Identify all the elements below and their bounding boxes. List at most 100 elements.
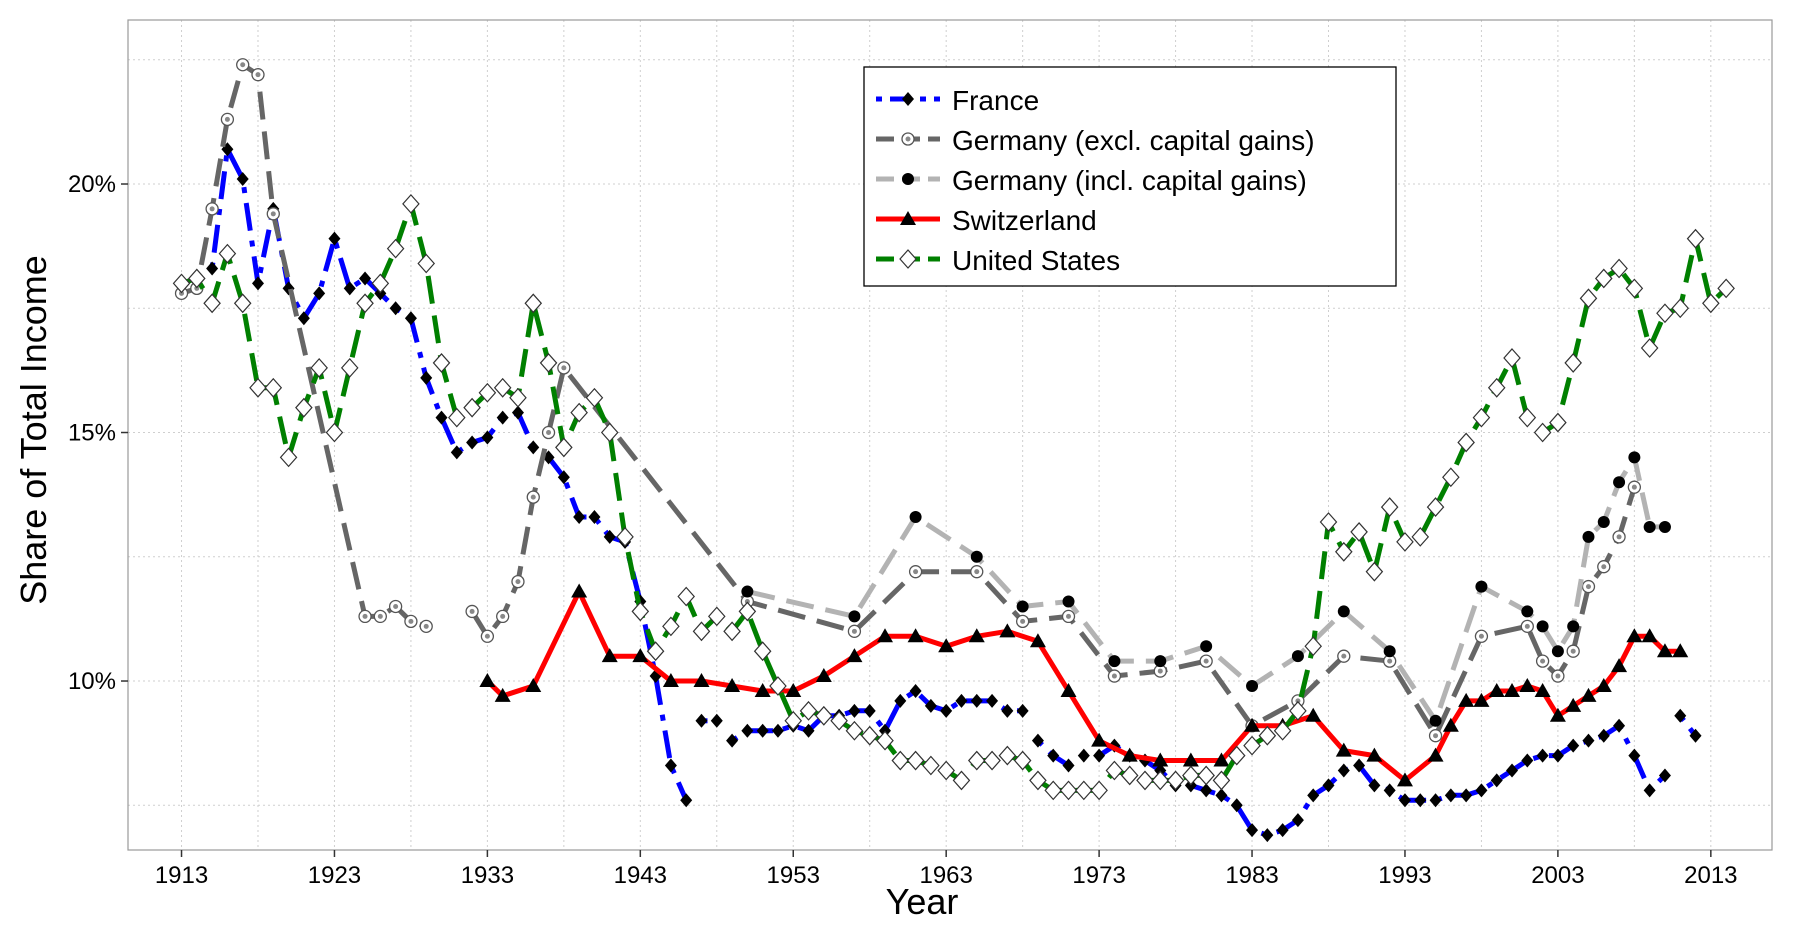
data-point-germany-excl-capital-gains — [1383, 654, 1397, 668]
data-point-united-states — [646, 641, 665, 662]
data-point-germany-excl-capital-gains — [404, 614, 418, 629]
y-tick-label: 20% — [68, 171, 116, 198]
data-point-france — [1353, 758, 1366, 773]
data-point-united-states — [295, 397, 313, 418]
data-point-france — [1674, 708, 1687, 723]
data-point-germany-excl-capital-gains — [557, 361, 571, 375]
marker-dot — [1585, 584, 1591, 590]
data-point-germany-excl-capital-gains — [373, 609, 387, 624]
data-point-switzerland — [1488, 682, 1505, 697]
data-point-germany-excl-capital-gains — [266, 207, 280, 221]
y-tick-label: 10% — [68, 668, 116, 695]
data-point-switzerland — [815, 668, 832, 683]
x-tick-label: 1943 — [614, 862, 667, 889]
data-point-france — [1001, 703, 1014, 718]
data-point-germany-excl-capital-gains — [480, 629, 495, 643]
data-point-united-states — [432, 353, 451, 373]
data-point-germany-incl-capital-gains — [1429, 714, 1442, 727]
data-point-germany-excl-capital-gains — [251, 68, 265, 82]
data-point-switzerland — [1580, 687, 1597, 702]
data-point-united-states — [371, 273, 390, 294]
marker-dot — [1157, 668, 1163, 674]
data-point-united-states — [509, 387, 527, 408]
series-germany-incl-capital-gains — [741, 451, 1671, 727]
data-point-france — [1475, 783, 1488, 798]
data-point-france — [1490, 773, 1503, 788]
data-point-france — [343, 281, 356, 296]
data-point-united-states — [723, 621, 741, 642]
x-tick-label: 2013 — [1684, 862, 1737, 889]
marker-dot — [1555, 673, 1561, 679]
legend-key-marker-france — [902, 92, 914, 106]
legend-box — [863, 66, 1397, 287]
data-point-switzerland — [999, 623, 1016, 638]
data-point-switzerland — [1458, 692, 1475, 707]
data-point-germany-incl-capital-gains — [970, 550, 983, 563]
legend-keys — [876, 92, 940, 269]
data-point-united-states — [463, 397, 481, 418]
marker-dot — [393, 603, 399, 609]
data-point-france — [573, 510, 586, 525]
data-point-france — [588, 510, 601, 525]
data-point-united-states — [600, 422, 619, 443]
data-point-france — [894, 693, 907, 708]
data-point-france — [848, 703, 861, 718]
marker-dot — [1478, 633, 1484, 639]
marker-dot — [224, 116, 230, 122]
data-point-switzerland — [1366, 747, 1383, 762]
data-point-united-states — [738, 601, 757, 622]
data-point-france — [726, 733, 739, 748]
data-point-switzerland — [1565, 697, 1582, 712]
data-point-germany-excl-capital-gains — [358, 609, 372, 624]
data-point-united-states — [845, 720, 864, 741]
data-point-germany-excl-capital-gains — [1061, 609, 1076, 624]
data-point-france — [1276, 823, 1289, 838]
data-point-france — [1200, 783, 1213, 798]
x-tick-label: 1983 — [1225, 862, 1278, 889]
data-point-france — [1429, 793, 1442, 808]
data-point-united-states — [1059, 780, 1078, 801]
data-point-france — [481, 430, 494, 445]
data-point-united-states — [1105, 760, 1124, 781]
data-point-germany-excl-capital-gains — [1581, 579, 1596, 594]
data-point-switzerland — [1611, 658, 1628, 673]
data-point-france — [1460, 788, 1473, 803]
data-point-united-states — [203, 293, 221, 314]
data-point-germany-incl-capital-gains — [741, 585, 754, 598]
data-point-united-states — [692, 621, 711, 642]
data-point-germany-excl-capital-gains — [1566, 644, 1580, 658]
data-point-france — [603, 529, 616, 544]
data-point-united-states — [1090, 780, 1108, 801]
data-point-france — [1047, 748, 1060, 763]
x-axis-title: Year — [886, 881, 959, 922]
marker-dot — [1540, 658, 1546, 664]
marker-dot — [194, 285, 200, 291]
data-point-germany-incl-capital-gains — [1613, 476, 1626, 489]
data-point-france — [251, 276, 264, 291]
data-point-switzerland — [938, 638, 955, 653]
data-point-france — [1016, 703, 1029, 718]
data-point-united-states — [1411, 526, 1430, 547]
data-point-united-states — [769, 676, 787, 696]
data-point-france — [1031, 733, 1044, 748]
data-point-united-states — [1426, 497, 1445, 517]
data-point-germany-incl-capital-gains — [1383, 645, 1396, 658]
data-point-switzerland — [479, 673, 496, 688]
data-point-france — [664, 758, 677, 773]
data-point-united-states — [891, 750, 910, 771]
data-point-germany-incl-capital-gains — [1337, 605, 1350, 618]
marker-dot — [1020, 618, 1026, 624]
marker-dot — [423, 623, 429, 629]
marker-dot — [240, 62, 246, 68]
data-point-united-states — [1549, 412, 1567, 433]
marker-dot — [484, 633, 490, 639]
data-point-germany-excl-capital-gains — [1474, 629, 1489, 643]
data-point-france — [955, 693, 968, 708]
data-point-united-states — [616, 526, 634, 547]
marker-dot — [209, 206, 215, 212]
data-point-france — [236, 172, 249, 187]
data-point-united-states — [952, 770, 971, 791]
data-point-france — [1613, 718, 1626, 733]
data-point-france — [695, 713, 708, 728]
data-point-switzerland — [1626, 628, 1643, 643]
